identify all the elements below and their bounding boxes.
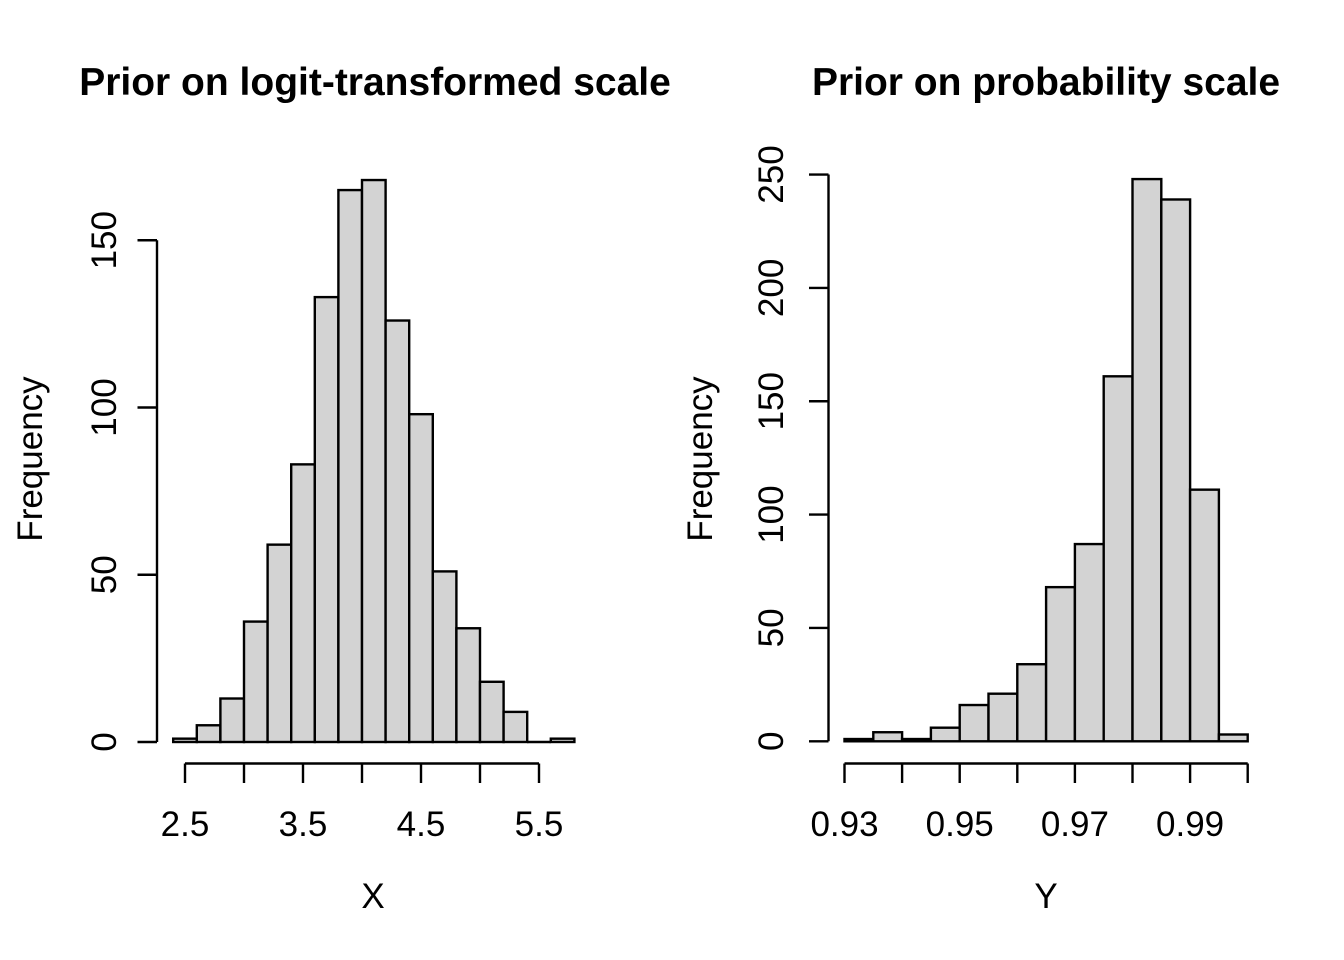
right-y-axis-title: Frequency xyxy=(681,376,720,542)
histogram-bar xyxy=(171,737,198,744)
x-tick-label: 0.95 xyxy=(926,805,994,844)
histogram-bar xyxy=(1160,198,1192,743)
histogram-bar xyxy=(929,726,961,743)
x-tick-label: 0.97 xyxy=(1041,805,1109,844)
histogram-bar xyxy=(384,319,411,744)
right-histogram-panel: Prior on probability scale 0.93 0.95 0.9… xyxy=(681,61,1280,916)
histogram-bar xyxy=(290,463,317,744)
histogram-bar xyxy=(872,731,904,743)
histogram-bar xyxy=(242,620,269,744)
y-tick-label: 50 xyxy=(752,608,791,647)
histogram-bar xyxy=(1102,375,1134,743)
histogram-bar xyxy=(337,188,364,744)
y-tick-label: 150 xyxy=(85,211,124,269)
right-chart-title: Prior on probability scale xyxy=(812,61,1280,104)
x-tick-label: 0.99 xyxy=(1156,805,1224,844)
x-tick-label: 5.5 xyxy=(515,805,564,844)
left-x-axis-title: X xyxy=(361,877,384,916)
right-axes xyxy=(809,173,1249,783)
left-y-axis-title: Frequency xyxy=(11,376,50,542)
histogram-bar xyxy=(987,692,1019,743)
histogram-bar xyxy=(1073,542,1105,743)
histogram-bar xyxy=(1044,585,1077,743)
left-axes xyxy=(137,239,541,783)
y-tick-label: 150 xyxy=(752,372,791,430)
right-x-axis-title: Y xyxy=(1034,877,1057,916)
left-chart-title: Prior on logit-transformed scale xyxy=(79,61,671,104)
histogram-bar xyxy=(502,710,529,744)
y-tick-label: 50 xyxy=(85,555,124,594)
y-tick-label: 250 xyxy=(752,145,791,203)
y-tick-label: 200 xyxy=(752,259,791,317)
x-tick-label: 2.5 xyxy=(161,805,210,844)
histogram-bar xyxy=(549,737,576,744)
y-tick-label: 0 xyxy=(85,732,124,751)
right-histogram-bars xyxy=(843,177,1249,743)
histogram-bar xyxy=(455,627,482,744)
histogram-bar xyxy=(408,412,435,744)
histogram-bar xyxy=(900,737,933,743)
y-tick-label: 100 xyxy=(85,378,124,436)
y-tick-label: 0 xyxy=(752,732,791,751)
histogram-bar xyxy=(313,295,340,744)
histogram-bar xyxy=(478,680,505,744)
histogram-bar xyxy=(1217,733,1249,743)
histogram-bar xyxy=(266,543,293,744)
histogram-bar xyxy=(195,724,222,744)
histogram-bar xyxy=(219,697,246,744)
histogram-bar xyxy=(431,570,458,744)
histogram-bar xyxy=(1131,177,1163,743)
x-tick-label: 4.5 xyxy=(397,805,446,844)
y-tick-label: 100 xyxy=(752,485,791,543)
histogram-bar xyxy=(1188,488,1221,743)
left-histogram-bars xyxy=(171,178,576,744)
histogram-bar xyxy=(1016,663,1048,743)
histogram-bar xyxy=(843,737,875,743)
histogram-bar xyxy=(958,703,990,743)
x-tick-label: 3.5 xyxy=(279,805,328,844)
histogram-bar xyxy=(360,178,387,744)
x-tick-label: 0.93 xyxy=(810,805,878,844)
left-histogram-panel: Prior on logit-transformed scale 2.5 3.5… xyxy=(11,61,671,916)
